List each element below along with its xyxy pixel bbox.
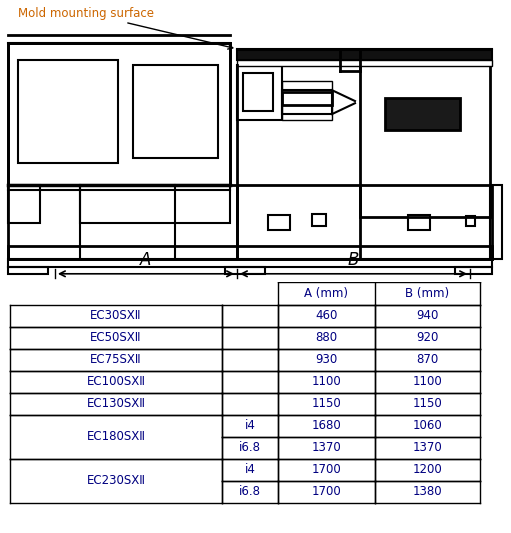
Text: B (mm): B (mm) bbox=[405, 287, 450, 300]
Bar bbox=[408, 215, 430, 230]
Text: i6.8: i6.8 bbox=[239, 441, 261, 454]
Text: 930: 930 bbox=[315, 353, 338, 366]
Bar bbox=[282, 90, 332, 114]
Text: 1370: 1370 bbox=[312, 441, 341, 454]
Text: 1680: 1680 bbox=[312, 419, 341, 432]
Bar bbox=[455, 267, 492, 274]
Text: EC180SXⅡ: EC180SXⅡ bbox=[86, 430, 146, 443]
Bar bbox=[8, 185, 40, 223]
Text: EC75SXⅡ: EC75SXⅡ bbox=[90, 353, 142, 366]
Text: Mold mounting surface: Mold mounting surface bbox=[18, 6, 233, 49]
Bar bbox=[8, 185, 237, 259]
Bar bbox=[385, 98, 460, 131]
Text: 1380: 1380 bbox=[413, 486, 443, 498]
Text: 1060: 1060 bbox=[412, 419, 443, 432]
Bar bbox=[490, 185, 502, 259]
Text: 880: 880 bbox=[315, 331, 338, 344]
Text: 1700: 1700 bbox=[312, 486, 341, 498]
Text: i4: i4 bbox=[245, 419, 256, 432]
Bar bbox=[18, 60, 118, 163]
Text: 1100: 1100 bbox=[412, 375, 443, 388]
Text: EC100SXⅡ: EC100SXⅡ bbox=[86, 375, 146, 388]
Bar bbox=[8, 267, 48, 274]
Bar bbox=[237, 185, 492, 259]
Bar bbox=[466, 216, 475, 226]
Text: i6.8: i6.8 bbox=[239, 486, 261, 498]
Text: 1700: 1700 bbox=[312, 463, 341, 477]
Text: A: A bbox=[141, 252, 152, 270]
Text: 870: 870 bbox=[416, 353, 438, 366]
Text: 460: 460 bbox=[315, 309, 338, 322]
Text: A (mm): A (mm) bbox=[305, 287, 349, 300]
Bar bbox=[243, 73, 273, 111]
Bar bbox=[282, 82, 332, 119]
Text: i4: i4 bbox=[245, 463, 256, 477]
Bar bbox=[237, 60, 492, 66]
Text: 1150: 1150 bbox=[312, 397, 341, 410]
Bar bbox=[8, 44, 230, 185]
Text: 940: 940 bbox=[416, 309, 438, 322]
Bar bbox=[268, 215, 290, 230]
Text: 1200: 1200 bbox=[412, 463, 443, 477]
Bar bbox=[237, 65, 282, 119]
Bar bbox=[237, 50, 492, 60]
Text: EC50SXⅡ: EC50SXⅡ bbox=[90, 331, 142, 344]
Bar bbox=[133, 65, 218, 158]
Text: 1100: 1100 bbox=[312, 375, 341, 388]
Text: EC30SXⅡ: EC30SXⅡ bbox=[90, 309, 142, 322]
Bar bbox=[80, 185, 230, 223]
Text: B: B bbox=[348, 252, 359, 270]
Text: 920: 920 bbox=[416, 331, 438, 344]
Bar bbox=[8, 259, 492, 267]
Bar bbox=[360, 49, 490, 217]
Bar bbox=[8, 246, 492, 259]
Bar bbox=[312, 214, 326, 226]
Text: 1370: 1370 bbox=[412, 441, 443, 454]
Text: EC130SXⅡ: EC130SXⅡ bbox=[86, 397, 146, 410]
Bar bbox=[282, 92, 332, 106]
Bar bbox=[225, 267, 265, 274]
Text: EC230SXⅡ: EC230SXⅡ bbox=[86, 474, 146, 487]
Text: 1150: 1150 bbox=[412, 397, 443, 410]
